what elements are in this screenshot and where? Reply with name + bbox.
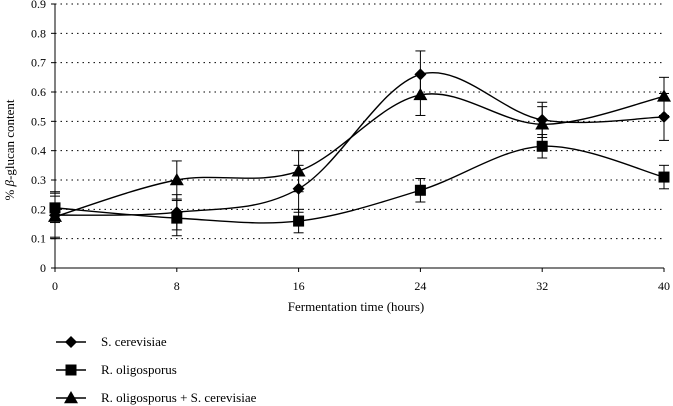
y-tick-label: 0.3 bbox=[31, 173, 46, 187]
x-tick-labels: 0 8 16 24 32 40 bbox=[52, 279, 670, 293]
legend-marker bbox=[64, 391, 78, 404]
y-tick-labels: 0 0.1 0.2 0.3 0.4 0.5 0.6 0.7 0.8 0.9 bbox=[31, 0, 46, 275]
data-point bbox=[535, 117, 550, 130]
legend-entry: R. oligosporus bbox=[56, 362, 177, 377]
y-tick-label: 0.8 bbox=[31, 26, 46, 40]
y-tick-label: 0.7 bbox=[31, 56, 46, 70]
legend-label: S. cerevisiae bbox=[101, 334, 167, 349]
legend-entry: R. oligosporus + S. cerevisiae bbox=[56, 390, 257, 405]
series-line bbox=[54, 72, 665, 216]
y-tick-label: 0.1 bbox=[31, 232, 46, 246]
data-point bbox=[414, 184, 426, 196]
data-point bbox=[536, 140, 548, 152]
legend-label: R. oligosporus bbox=[101, 362, 177, 377]
series-diamond bbox=[49, 50, 670, 240]
data-point bbox=[48, 209, 62, 222]
x-tick-label: 0 bbox=[52, 279, 58, 293]
data-point bbox=[293, 215, 305, 227]
y-axis-label-prefix: % bbox=[2, 186, 17, 200]
x-tick-label: 8 bbox=[174, 279, 180, 293]
y-tick-label: 0.5 bbox=[31, 114, 46, 128]
data-point bbox=[658, 110, 670, 123]
data-series bbox=[48, 50, 671, 240]
x-tick-label: 24 bbox=[414, 279, 426, 293]
legend-marker bbox=[65, 364, 77, 376]
y-tick-label: 0.2 bbox=[31, 202, 46, 216]
legend: S. cerevisiae R. oligosporus R. oligosporu… bbox=[56, 334, 257, 405]
legend-marker bbox=[65, 336, 77, 348]
axes bbox=[51, 3, 665, 272]
data-point bbox=[413, 87, 428, 101]
data-point bbox=[171, 212, 183, 224]
x-axis-label: Fermentation time (hours) bbox=[288, 299, 424, 314]
data-point bbox=[291, 164, 306, 177]
series-triangle bbox=[48, 73, 671, 238]
y-axis-label-suffix: -glucan content bbox=[2, 99, 17, 180]
y-tick-label: 0 bbox=[40, 261, 46, 275]
legend-label: R. oligosporus + S. cerevisiae bbox=[101, 390, 257, 405]
data-point bbox=[169, 173, 184, 186]
grid-lines bbox=[55, 3, 664, 240]
y-tick-label: 0.6 bbox=[31, 85, 46, 99]
y-axis-label: % β-glucan content bbox=[2, 99, 17, 200]
legend-entry: S. cerevisiae bbox=[56, 334, 167, 349]
data-point bbox=[658, 171, 670, 183]
x-tick-label: 16 bbox=[293, 279, 305, 293]
x-tick-label: 40 bbox=[658, 279, 670, 293]
y-axis-label-symbol: β bbox=[2, 179, 17, 187]
series-square bbox=[49, 134, 670, 237]
x-tick-label: 32 bbox=[536, 279, 548, 293]
y-tick-label: 0.4 bbox=[31, 144, 46, 158]
y-tick-label: 0.9 bbox=[31, 0, 46, 11]
series-line bbox=[54, 145, 665, 224]
series-line bbox=[54, 93, 665, 218]
data-point bbox=[657, 89, 671, 102]
